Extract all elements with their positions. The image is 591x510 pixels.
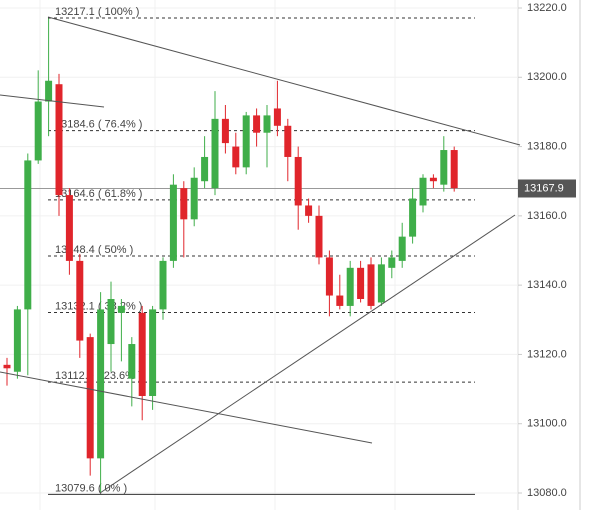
- trend-line: [0, 371, 373, 444]
- trend-line: [0, 94, 105, 108]
- candle-body: [388, 257, 396, 268]
- candle-body: [357, 267, 365, 299]
- candle-body: [398, 236, 406, 261]
- last-price-label: 13167.9: [524, 182, 564, 194]
- candle-body: [263, 115, 271, 133]
- y-tick-label: 13120.0: [527, 348, 567, 360]
- candle-body: [336, 295, 344, 306]
- trend-line: [47, 16, 521, 146]
- last-price-box: [518, 179, 576, 198]
- y-tick-label: 13140.0: [527, 279, 567, 291]
- candle-body: [97, 309, 105, 459]
- candle-body: [377, 264, 385, 303]
- candle-body: [253, 115, 261, 133]
- candle-body: [429, 177, 437, 182]
- candle-body: [221, 118, 229, 144]
- candle-body: [86, 337, 94, 459]
- candle-body: [3, 364, 11, 369]
- y-tick-label: 13200.0: [527, 71, 567, 83]
- candle-body: [107, 299, 115, 345]
- candle-body: [211, 118, 219, 189]
- candle-body: [138, 312, 146, 396]
- candle-body: [190, 177, 198, 220]
- y-tick-label: 13180.0: [527, 140, 567, 152]
- candle-body: [55, 84, 63, 196]
- candle-body: [65, 195, 73, 261]
- candle-body: [76, 260, 84, 341]
- candle-body: [346, 267, 354, 306]
- fib-label: 13184.6 ( 76.4% ): [55, 119, 142, 131]
- y-tick-label: 13100.0: [527, 418, 567, 430]
- candle-body: [284, 125, 292, 157]
- candle-body: [305, 205, 313, 216]
- trend-line: [99, 214, 516, 494]
- candle-body: [13, 309, 21, 372]
- candle-body: [367, 264, 375, 306]
- candle-body: [159, 260, 167, 310]
- candle-body: [325, 257, 333, 296]
- fib-label: 13217.1 ( 100% ): [55, 6, 139, 18]
- y-tick-label: 13080.0: [527, 487, 567, 499]
- candle-body: [117, 305, 125, 313]
- candle-body: [149, 309, 157, 396]
- candle-body: [232, 146, 240, 168]
- candle-body: [169, 184, 177, 261]
- y-tick-label: 13160.0: [527, 210, 567, 222]
- candle-body: [450, 150, 458, 189]
- candle-body: [242, 115, 250, 168]
- candle-body: [440, 150, 448, 185]
- candle-body: [34, 101, 42, 161]
- candle-body: [294, 156, 302, 206]
- candle-body: [409, 198, 417, 237]
- candle-body: [315, 215, 323, 258]
- candle-body: [180, 188, 188, 220]
- candle-body: [419, 177, 427, 206]
- fib-label: 13148.4 ( 50% ): [55, 244, 133, 256]
- fib-label: 13164.6 ( 61.8% ): [55, 188, 142, 200]
- y-tick-label: 13220.0: [527, 2, 567, 14]
- trend-lines: [0, 16, 521, 494]
- candle-body: [273, 108, 281, 126]
- fib-label: 13079.6 ( 0% ): [55, 482, 127, 494]
- candle-body: [128, 344, 136, 379]
- candle-body: [201, 156, 209, 182]
- candle-body: [45, 80, 53, 102]
- candle-body: [24, 160, 32, 310]
